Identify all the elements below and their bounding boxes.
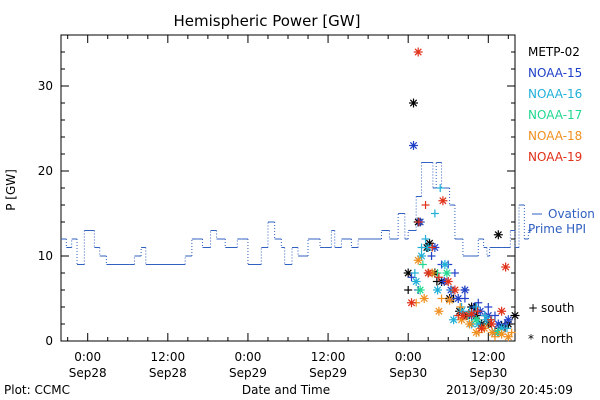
- north-point: [445, 295, 455, 305]
- north-point: [487, 328, 497, 337]
- x-tick-date-label: Sep28: [149, 366, 187, 380]
- north-point: [458, 311, 468, 320]
- north-point: [438, 196, 448, 206]
- legend-entry: NOAA-17: [528, 108, 582, 122]
- south-point: [410, 269, 419, 277]
- legend-entry: NOAA-18: [528, 129, 582, 143]
- south-point: [507, 328, 516, 337]
- north-point: [419, 294, 429, 303]
- north-point: [415, 285, 425, 295]
- x-tick-date-label: Sep29: [309, 366, 347, 380]
- y-axis: 0 10 20 30: [38, 34, 515, 348]
- south-point: [418, 260, 427, 269]
- south-point: [456, 303, 465, 311]
- north-point: [501, 262, 511, 272]
- north-point: [503, 315, 513, 325]
- north-point: [467, 309, 477, 319]
- legend: METP-02 NOAA-15 NOAA-16 NOAA-17 NOAA-18 NOAA-…: [528, 45, 582, 164]
- x-axis-label: Date and Time: [242, 383, 330, 397]
- south-point: [427, 252, 436, 260]
- x-tick-label: 12:00: [471, 350, 506, 364]
- south-point: [430, 209, 439, 218]
- plot-credit: Plot: CCMC: [4, 383, 70, 397]
- legend-entry: NOAA-16: [528, 87, 582, 101]
- north-point: [409, 98, 419, 108]
- legend-entry: NOAA-15: [528, 66, 582, 80]
- y-tick-label: 30: [38, 79, 53, 93]
- south-point: [486, 315, 495, 324]
- north-symbol: *: [528, 332, 534, 346]
- north-point: [453, 294, 463, 303]
- north-point: [471, 328, 481, 337]
- north-point: [465, 319, 475, 329]
- south-point: [404, 286, 413, 294]
- y-axis-label: P [GW]: [4, 169, 18, 211]
- north-point: [487, 319, 497, 329]
- y-tick-label: 10: [38, 249, 53, 263]
- north-point: [510, 311, 520, 320]
- south-point: [414, 218, 423, 226]
- north-point: [471, 315, 481, 325]
- x-tick-date-label: Sep28: [69, 366, 107, 380]
- north-point: [460, 285, 470, 295]
- south-point: [437, 294, 446, 303]
- legend-entry: NOAA-19: [528, 150, 582, 164]
- north-point: [503, 332, 513, 342]
- ovation-legend-label: Ovation: [548, 207, 595, 221]
- north-point: [413, 47, 423, 57]
- x-tick-label: 12:00: [151, 350, 186, 364]
- north-point: [497, 306, 507, 316]
- north-point: [497, 329, 507, 339]
- x-axis: 0:00 Sep28 12:00 Sep28 0:00 Sep29 12:00 Sep29 0:…: [67, 35, 509, 380]
- south-point: [472, 303, 481, 311]
- south-point: [484, 303, 493, 311]
- north-point: [407, 298, 417, 308]
- legend-entry: METP-02: [528, 45, 580, 59]
- y-tick-label: 20: [38, 164, 53, 178]
- south-point: [450, 269, 459, 277]
- x-tick-label: 0:00: [234, 350, 261, 364]
- south-label: south: [541, 301, 575, 315]
- north-point: [493, 230, 503, 240]
- north-label: north: [541, 332, 573, 346]
- south-point: [421, 235, 430, 243]
- x-tick-label: 0:00: [395, 350, 422, 364]
- south-point: [421, 201, 430, 209]
- north-point: [409, 141, 419, 150]
- x-tick-date-label: Sep30: [469, 366, 507, 380]
- north-point: [442, 268, 452, 278]
- plot-timestamp: 2013/09/30 20:45:09: [446, 383, 573, 397]
- satellite-points: [403, 47, 520, 342]
- chart-title: Hemispheric Power [GW]: [174, 12, 361, 30]
- y-tick-label: 0: [45, 334, 53, 348]
- north-point: [440, 260, 450, 269]
- north-point: [449, 315, 459, 325]
- north-point: [450, 285, 460, 295]
- north-point: [457, 306, 467, 316]
- x-tick-date-label: Sep29: [229, 366, 267, 380]
- south-point: [436, 184, 445, 192]
- north-point: [411, 277, 421, 286]
- ovation-series: [61, 162, 532, 265]
- south-point: [428, 243, 437, 252]
- north-point: [457, 315, 467, 325]
- north-point: [434, 306, 444, 316]
- x-tick-date-label: Sep30: [389, 366, 427, 380]
- north-point: [433, 285, 443, 295]
- north-point: [423, 268, 433, 278]
- ovation-legend-label-2: Prime HPI: [528, 222, 586, 236]
- south-point: [434, 273, 443, 282]
- south-point: [474, 298, 483, 307]
- x-tick-label: 12:00: [311, 350, 346, 364]
- north-point: [443, 277, 453, 286]
- south-symbol: +: [528, 301, 538, 315]
- south-point: [407, 273, 416, 282]
- north-point: [477, 323, 487, 333]
- x-tick-label: 0:00: [74, 350, 101, 364]
- north-point: [413, 255, 423, 265]
